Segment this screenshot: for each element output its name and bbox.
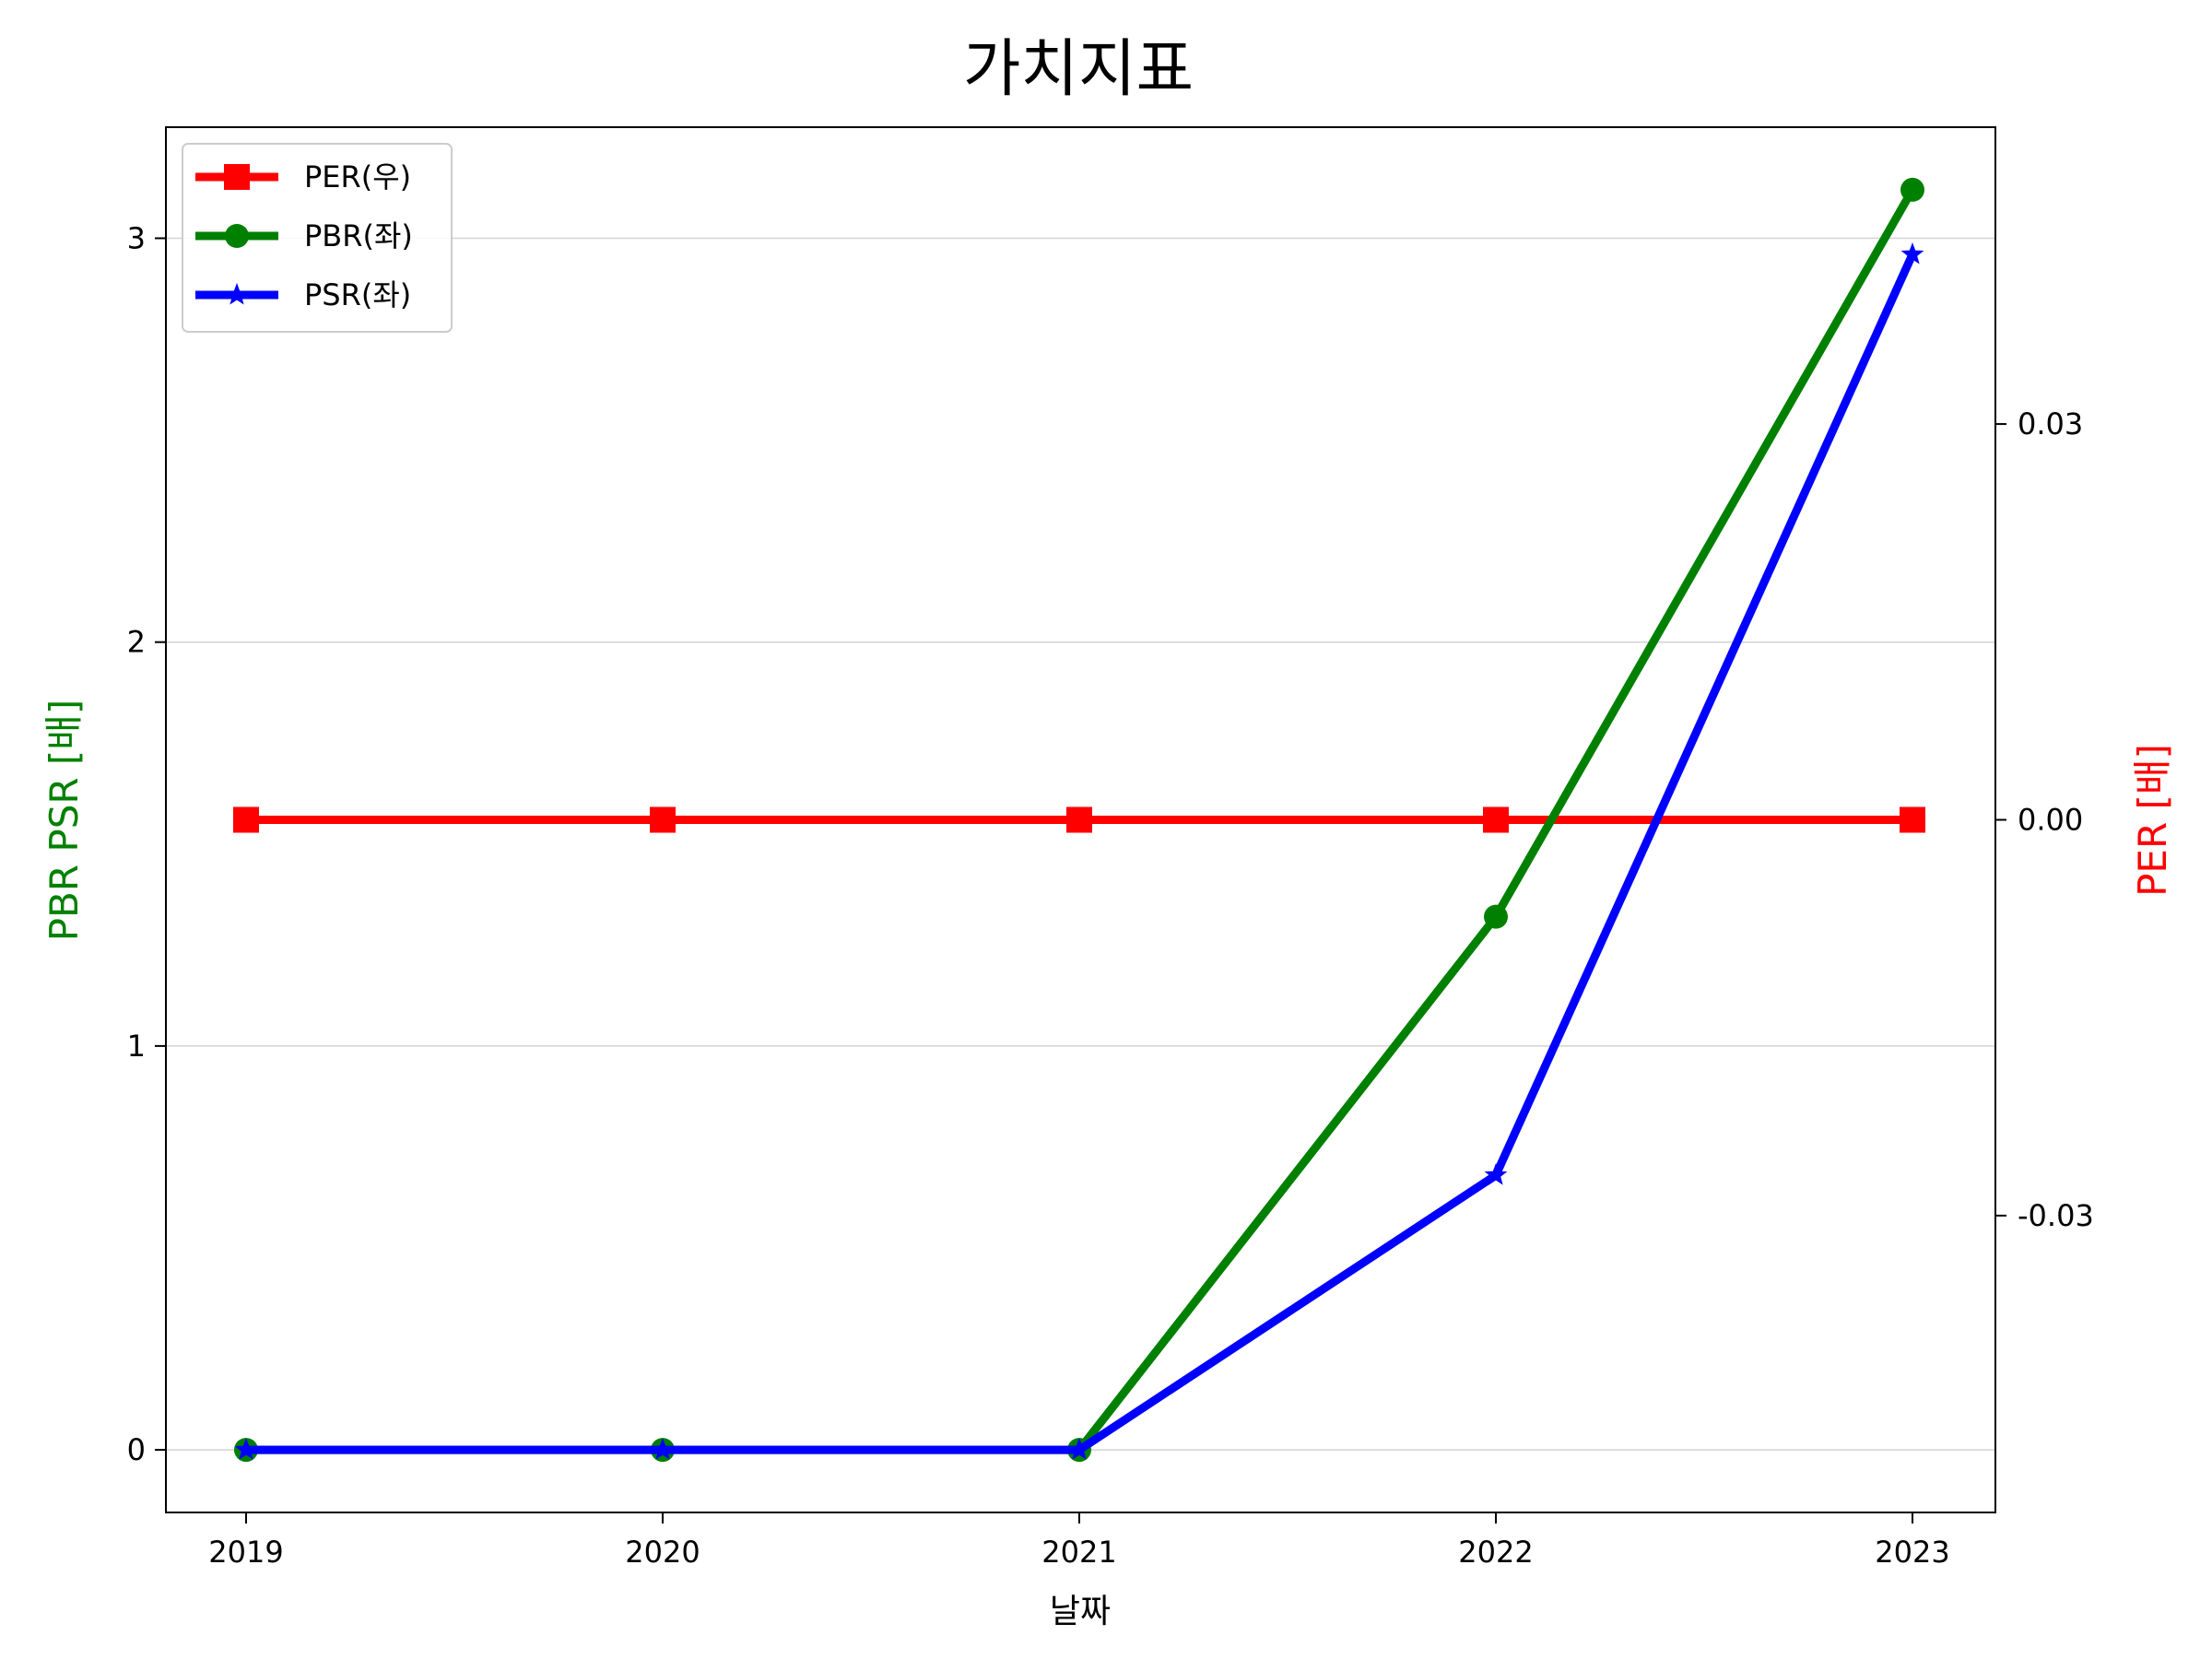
y-axis-right: -0.03 0.00 0.03 xyxy=(1995,406,2094,1233)
x-tick-label: 2019 xyxy=(208,1535,283,1570)
legend-marker xyxy=(225,224,249,248)
data-point-per xyxy=(650,806,676,833)
y-left-tick-label: 2 xyxy=(127,625,146,660)
legend-marker xyxy=(225,283,249,305)
y-right-tick-label: 0.00 xyxy=(2018,803,2083,838)
legend-label: PER(우) xyxy=(304,159,411,194)
data-point-psr xyxy=(1900,242,1924,265)
x-tick-label: 2023 xyxy=(1875,1535,1949,1570)
data-point-pbr xyxy=(1484,904,1508,929)
legend-item-per: PER(우) xyxy=(195,159,411,194)
grid-lines xyxy=(166,237,1995,1451)
y-axis-right-label: PER [배] xyxy=(2130,744,2175,897)
y-left-tick-label: 0 xyxy=(127,1432,146,1467)
y-right-tick-label: -0.03 xyxy=(2018,1198,2094,1233)
data-point-per xyxy=(233,806,259,833)
data-point-per xyxy=(1483,806,1509,833)
data-point-pbr xyxy=(1900,177,1924,202)
y-axis-left-label: PBR PSR [배] xyxy=(41,700,87,942)
x-axis-label: 날짜 xyxy=(1050,1593,1111,1630)
data-point-psr xyxy=(651,1438,675,1460)
y-left-tick-label: 1 xyxy=(127,1029,146,1064)
data-point-psr xyxy=(1067,1438,1091,1460)
legend-marker xyxy=(224,164,250,190)
data-point-per xyxy=(1900,806,1925,833)
legend-item-pbr: PBR(좌) xyxy=(195,218,413,253)
x-tick-label: 2021 xyxy=(1041,1535,1116,1570)
y-left-tick-label: 3 xyxy=(127,221,146,256)
data-point-psr xyxy=(1484,1163,1508,1185)
legend-item-psr: PSR(좌) xyxy=(195,277,411,312)
legend-label: PSR(좌) xyxy=(304,277,411,312)
series-psr xyxy=(234,242,1924,1460)
legend-box xyxy=(182,143,453,333)
x-axis: 2019 2020 2021 2022 2023 xyxy=(208,1512,1950,1570)
series-line-psr xyxy=(246,253,1917,1454)
legend-label: PBR(좌) xyxy=(304,218,413,253)
data-point-psr xyxy=(234,1438,258,1460)
chart-title: 가치지표 xyxy=(963,33,1194,106)
y-right-tick-label: 0.03 xyxy=(2018,406,2083,441)
x-tick-label: 2020 xyxy=(625,1535,700,1570)
y-axis-left: 0 1 2 3 xyxy=(127,221,166,1467)
series-per xyxy=(233,806,1925,833)
series-layer xyxy=(233,177,1925,1463)
legend: PER(우) PBR(좌) PSR(좌) xyxy=(182,143,453,333)
x-tick-label: 2022 xyxy=(1458,1535,1533,1570)
data-point-per xyxy=(1066,806,1092,833)
